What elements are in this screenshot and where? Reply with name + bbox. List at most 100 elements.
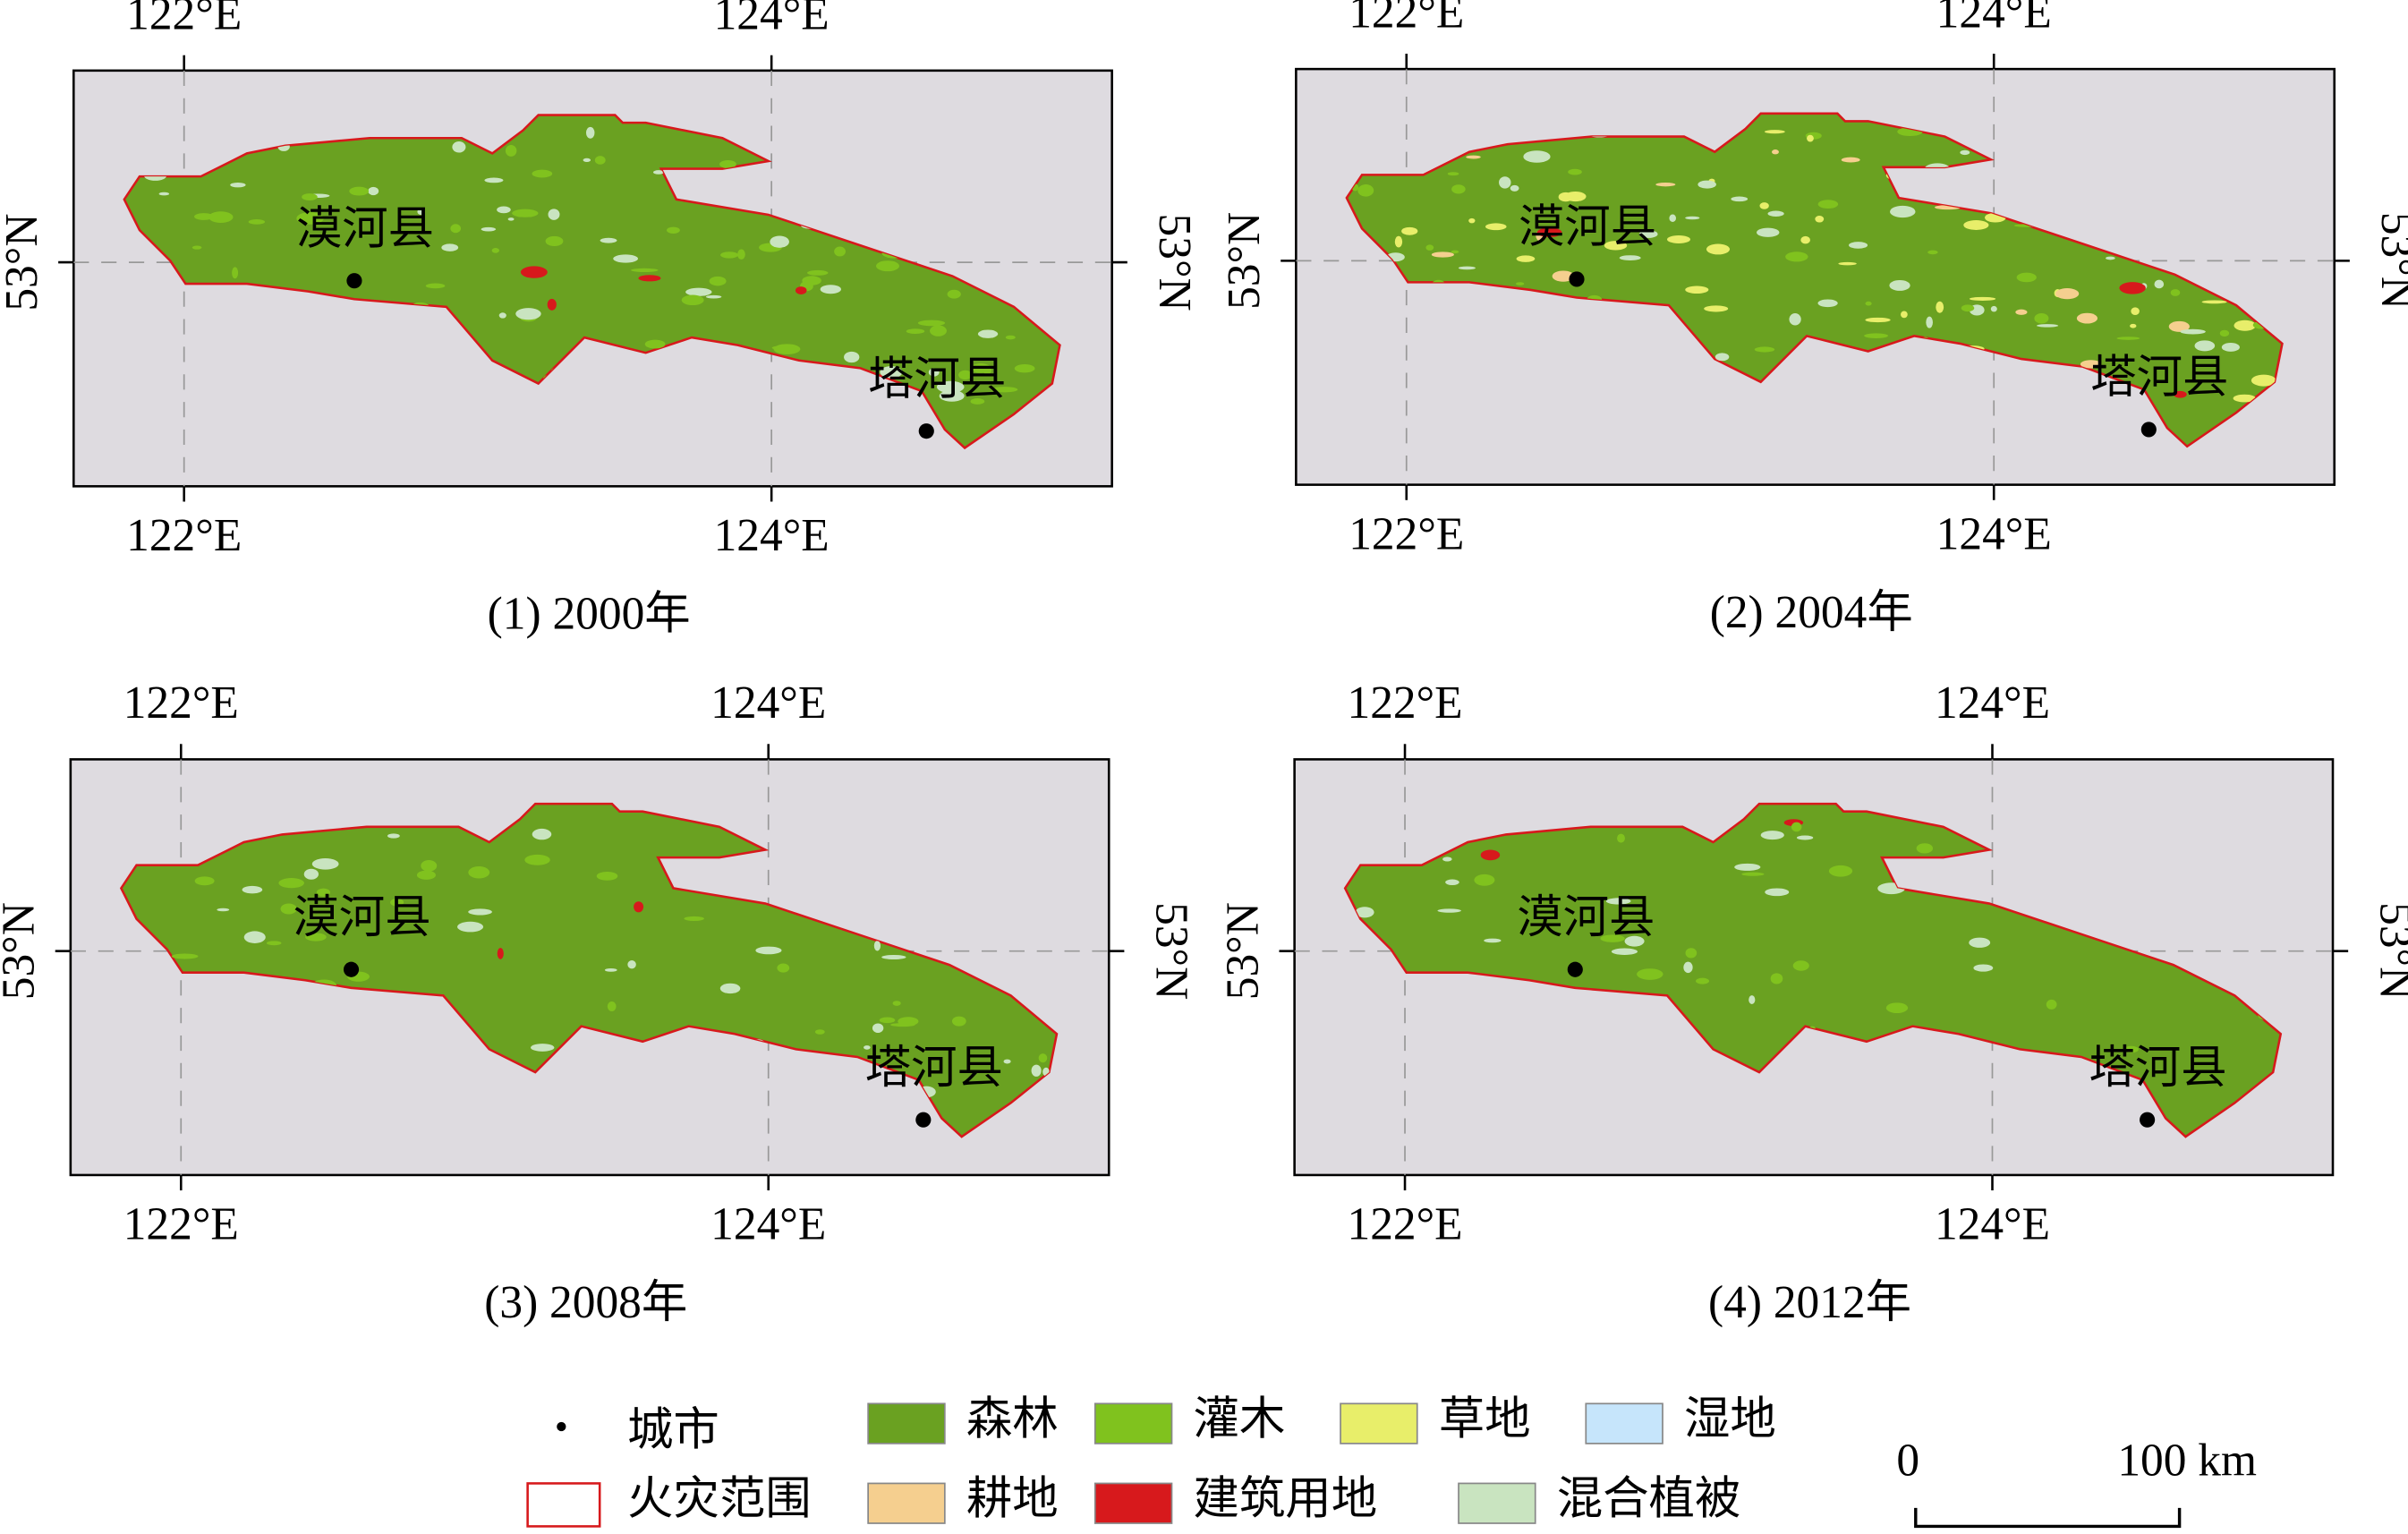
land-patch bbox=[1401, 226, 1418, 235]
land-patch bbox=[1617, 833, 1625, 843]
land-patch bbox=[1807, 134, 1814, 142]
panel-caption: (3) 2008年 bbox=[484, 1277, 687, 1328]
land-patch bbox=[505, 144, 517, 157]
land-patch bbox=[971, 363, 991, 373]
land-patch bbox=[1516, 282, 1525, 285]
land-patch bbox=[1792, 960, 1809, 971]
legend-swatch bbox=[867, 1402, 946, 1445]
land-patch bbox=[1838, 261, 1857, 266]
lat-label: 53°N bbox=[2370, 902, 2408, 1000]
land-patch bbox=[1698, 180, 1716, 189]
land-patch bbox=[498, 312, 506, 319]
land-patch bbox=[930, 325, 947, 337]
land-patch bbox=[795, 286, 807, 294]
lon-label: 122°E bbox=[126, 0, 242, 39]
land-patch bbox=[1484, 938, 1502, 943]
land-patch bbox=[1796, 835, 1814, 840]
land-patch bbox=[814, 1029, 825, 1035]
land-patch bbox=[450, 224, 462, 234]
land-patch bbox=[2251, 374, 2276, 387]
land-patch bbox=[232, 267, 239, 279]
scale-label: 0 bbox=[1896, 1436, 1919, 1487]
land-patch bbox=[2123, 1045, 2139, 1053]
land-patch bbox=[2219, 329, 2230, 337]
panel-caption: (2) 2004年 bbox=[1710, 587, 1913, 638]
land-patch bbox=[507, 217, 515, 221]
land-patch bbox=[880, 366, 903, 379]
land-patch bbox=[368, 186, 379, 196]
land-patch bbox=[1969, 937, 1991, 948]
land-patch bbox=[512, 209, 539, 217]
legend-label: 灌木 bbox=[1194, 1393, 1286, 1445]
land-patch bbox=[2168, 320, 2190, 332]
land-patch bbox=[1431, 251, 1454, 258]
land-patch bbox=[194, 876, 215, 886]
land-patch bbox=[548, 209, 560, 220]
land-patch bbox=[491, 247, 499, 253]
land-patch bbox=[970, 398, 985, 405]
land-patch bbox=[1759, 202, 1769, 209]
city-point bbox=[2140, 1112, 2156, 1128]
land-patch bbox=[1038, 1053, 1048, 1063]
lon-label: 122°E bbox=[1347, 678, 1462, 729]
land-patch bbox=[1817, 200, 1839, 209]
land-patch bbox=[991, 387, 1018, 393]
land-patch bbox=[1770, 973, 1783, 984]
land-patch bbox=[1864, 333, 1888, 338]
land-patch bbox=[1536, 227, 1562, 238]
land-patch bbox=[158, 192, 170, 196]
land-patch bbox=[1669, 214, 1677, 222]
land-patch bbox=[2055, 288, 2080, 300]
land-patch bbox=[497, 948, 504, 959]
land-patch bbox=[1963, 220, 1989, 230]
land-patch bbox=[1927, 250, 1938, 255]
land-patch bbox=[1485, 223, 1507, 231]
city-label: 塔河县 bbox=[865, 1043, 1003, 1094]
land-patch bbox=[820, 285, 841, 294]
land-patch bbox=[1785, 251, 1808, 262]
land-patch bbox=[1916, 843, 1934, 854]
lon-label: 124°E bbox=[1936, 0, 2052, 38]
lon-label: 124°E bbox=[714, 0, 830, 39]
land-patch bbox=[1552, 270, 1575, 282]
land-patch bbox=[243, 931, 266, 943]
lon-label: 124°E bbox=[1935, 678, 2050, 729]
land-patch bbox=[1014, 364, 1035, 373]
land-patch bbox=[2180, 328, 2206, 335]
land-patch bbox=[2119, 282, 2146, 294]
land-patch bbox=[1704, 305, 1729, 312]
land-patch bbox=[296, 212, 324, 225]
land-patch bbox=[2016, 272, 2037, 283]
land-patch bbox=[2130, 323, 2137, 328]
land-patch bbox=[1638, 230, 1658, 238]
land-patch bbox=[1734, 863, 1761, 871]
land-patch bbox=[634, 901, 644, 913]
land-patch bbox=[1936, 301, 1944, 313]
land-patch bbox=[1445, 879, 1459, 886]
land-patch bbox=[607, 1001, 617, 1011]
land-patch bbox=[2106, 256, 2115, 260]
land-patch bbox=[879, 1017, 896, 1024]
land-patch bbox=[217, 908, 230, 912]
land-patch bbox=[1611, 948, 1638, 955]
legend-label: 森林 bbox=[966, 1393, 1059, 1445]
land-patch bbox=[777, 963, 790, 973]
land-patch bbox=[1568, 168, 1582, 175]
land-patch bbox=[1889, 279, 1910, 291]
land-patch bbox=[1425, 244, 1434, 251]
land-patch bbox=[441, 243, 459, 251]
land-patch bbox=[1817, 299, 1838, 308]
land-patch bbox=[532, 169, 553, 178]
land-patch bbox=[1355, 907, 1374, 918]
land-patch bbox=[771, 345, 791, 350]
land-patch bbox=[1764, 130, 1785, 134]
land-patch bbox=[1685, 216, 1700, 220]
land-patch bbox=[305, 933, 327, 942]
land-patch bbox=[864, 1045, 871, 1050]
lon-label: 122°E bbox=[126, 510, 242, 561]
land-patch bbox=[892, 1001, 901, 1006]
panel-caption: (4) 2012年 bbox=[1708, 1277, 1911, 1328]
land-patch bbox=[1466, 155, 1481, 159]
land-patch bbox=[585, 126, 595, 139]
